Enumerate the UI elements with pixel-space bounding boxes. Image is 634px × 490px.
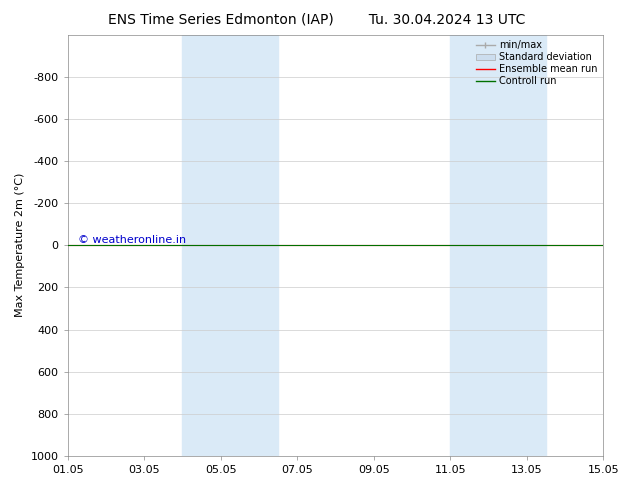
Bar xyxy=(450,35,508,456)
Bar xyxy=(508,35,546,456)
Bar xyxy=(240,35,278,456)
Text: ENS Time Series Edmonton (IAP)        Tu. 30.04.2024 13 UTC: ENS Time Series Edmonton (IAP) Tu. 30.04… xyxy=(108,12,526,26)
Bar xyxy=(183,35,240,456)
Legend: min/max, Standard deviation, Ensemble mean run, Controll run: min/max, Standard deviation, Ensemble me… xyxy=(472,37,601,90)
Text: © weatheronline.in: © weatheronline.in xyxy=(78,235,186,245)
Y-axis label: Max Temperature 2m (°C): Max Temperature 2m (°C) xyxy=(15,173,25,318)
